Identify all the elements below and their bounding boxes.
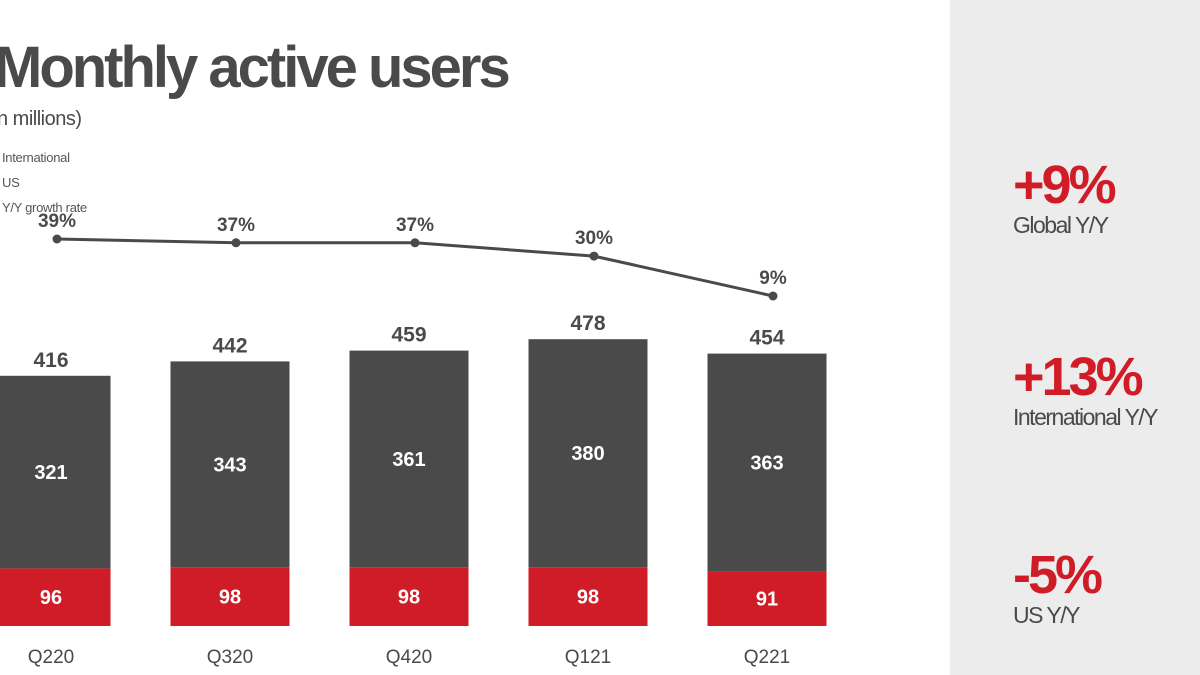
chart-legend: International US Y/Y growth rate [2,150,87,225]
total-label-Q121: 478 [570,312,605,335]
legend-item-international: International [2,150,70,165]
x-tick-label-Q320: Q320 [207,647,253,668]
value-label-us-Q420: 98 [398,587,420,609]
bar-international-Q420 [349,350,469,568]
kpi-international-label: International Y/Y [1013,404,1159,430]
x-tick-label-Q420: Q420 [386,647,432,668]
x-tick-label-Q220: Q220 [28,647,74,668]
bar-us-Q121 [528,567,648,626]
value-label-us-Q220: 96 [40,587,62,609]
value-label-us-Q121: 98 [577,587,599,609]
growth-label-Q220: 39% [38,211,76,232]
kpi-us-label: US Y/Y [1013,602,1081,628]
kpi-us-value: -5% [1013,545,1103,605]
bar-international-Q121 [528,339,648,568]
growth-label-Q420: 37% [396,215,434,236]
x-tick-label-Q121: Q121 [565,647,611,668]
growth-point-Q220 [52,234,62,244]
legend-item-growth: Y/Y growth rate [2,200,87,215]
kpi-international-value: +13% [1013,347,1144,407]
growth-point-Q121 [589,251,599,261]
value-label-international-Q221: 363 [750,453,783,475]
x-tick-label-Q221: Q221 [744,647,790,668]
bar-us-Q420 [349,567,469,626]
growth-label-Q221: 9% [759,268,787,289]
total-label-Q320: 442 [212,334,247,357]
growth-line [56,237,774,298]
kpi-global-value: +9% [1013,155,1117,215]
value-label-international-Q121: 380 [571,443,604,465]
kpi-international: +13% International Y/Y [1013,347,1159,430]
kpi-global-label: Global Y/Y [1013,212,1109,238]
value-label-international-Q420: 361 [392,449,425,471]
total-label-Q221: 454 [749,327,784,350]
growth-point-Q320 [231,238,241,248]
kpi-us: -5% US Y/Y [1013,545,1103,628]
bar-us-Q221 [707,571,827,626]
value-label-us-Q320: 98 [219,587,241,609]
bar-us-Q220 [0,568,111,626]
bar-international-Q320 [170,361,290,568]
bar-international-Q220 [0,375,111,569]
bar-international-Q221 [707,353,827,572]
value-label-us-Q221: 91 [756,589,778,611]
legend-item-us: US [2,175,20,190]
growth-label-Q320: 37% [217,215,255,236]
kpi-global: +9% Global Y/Y [1013,155,1117,238]
growth-label-Q121: 30% [575,228,613,249]
mau-chart: 96 321 416 Q220 98 343 442 Q320 98 361 459 Q420 98 38… [0,211,827,668]
growth-point-Q420 [410,238,420,248]
value-label-international-Q220: 321 [34,462,67,484]
total-label-Q220: 416 [33,349,68,372]
total-label-Q420: 459 [391,324,426,347]
page-title: Monthly active users [0,35,511,100]
bar-us-Q320 [170,567,290,626]
kpi-panel: +9% Global Y/Y +13% International Y/Y -5… [950,0,1200,675]
growth-point-Q221 [768,291,778,301]
chart-subtitle: n millions) [0,108,82,130]
value-label-international-Q320: 343 [213,454,246,476]
